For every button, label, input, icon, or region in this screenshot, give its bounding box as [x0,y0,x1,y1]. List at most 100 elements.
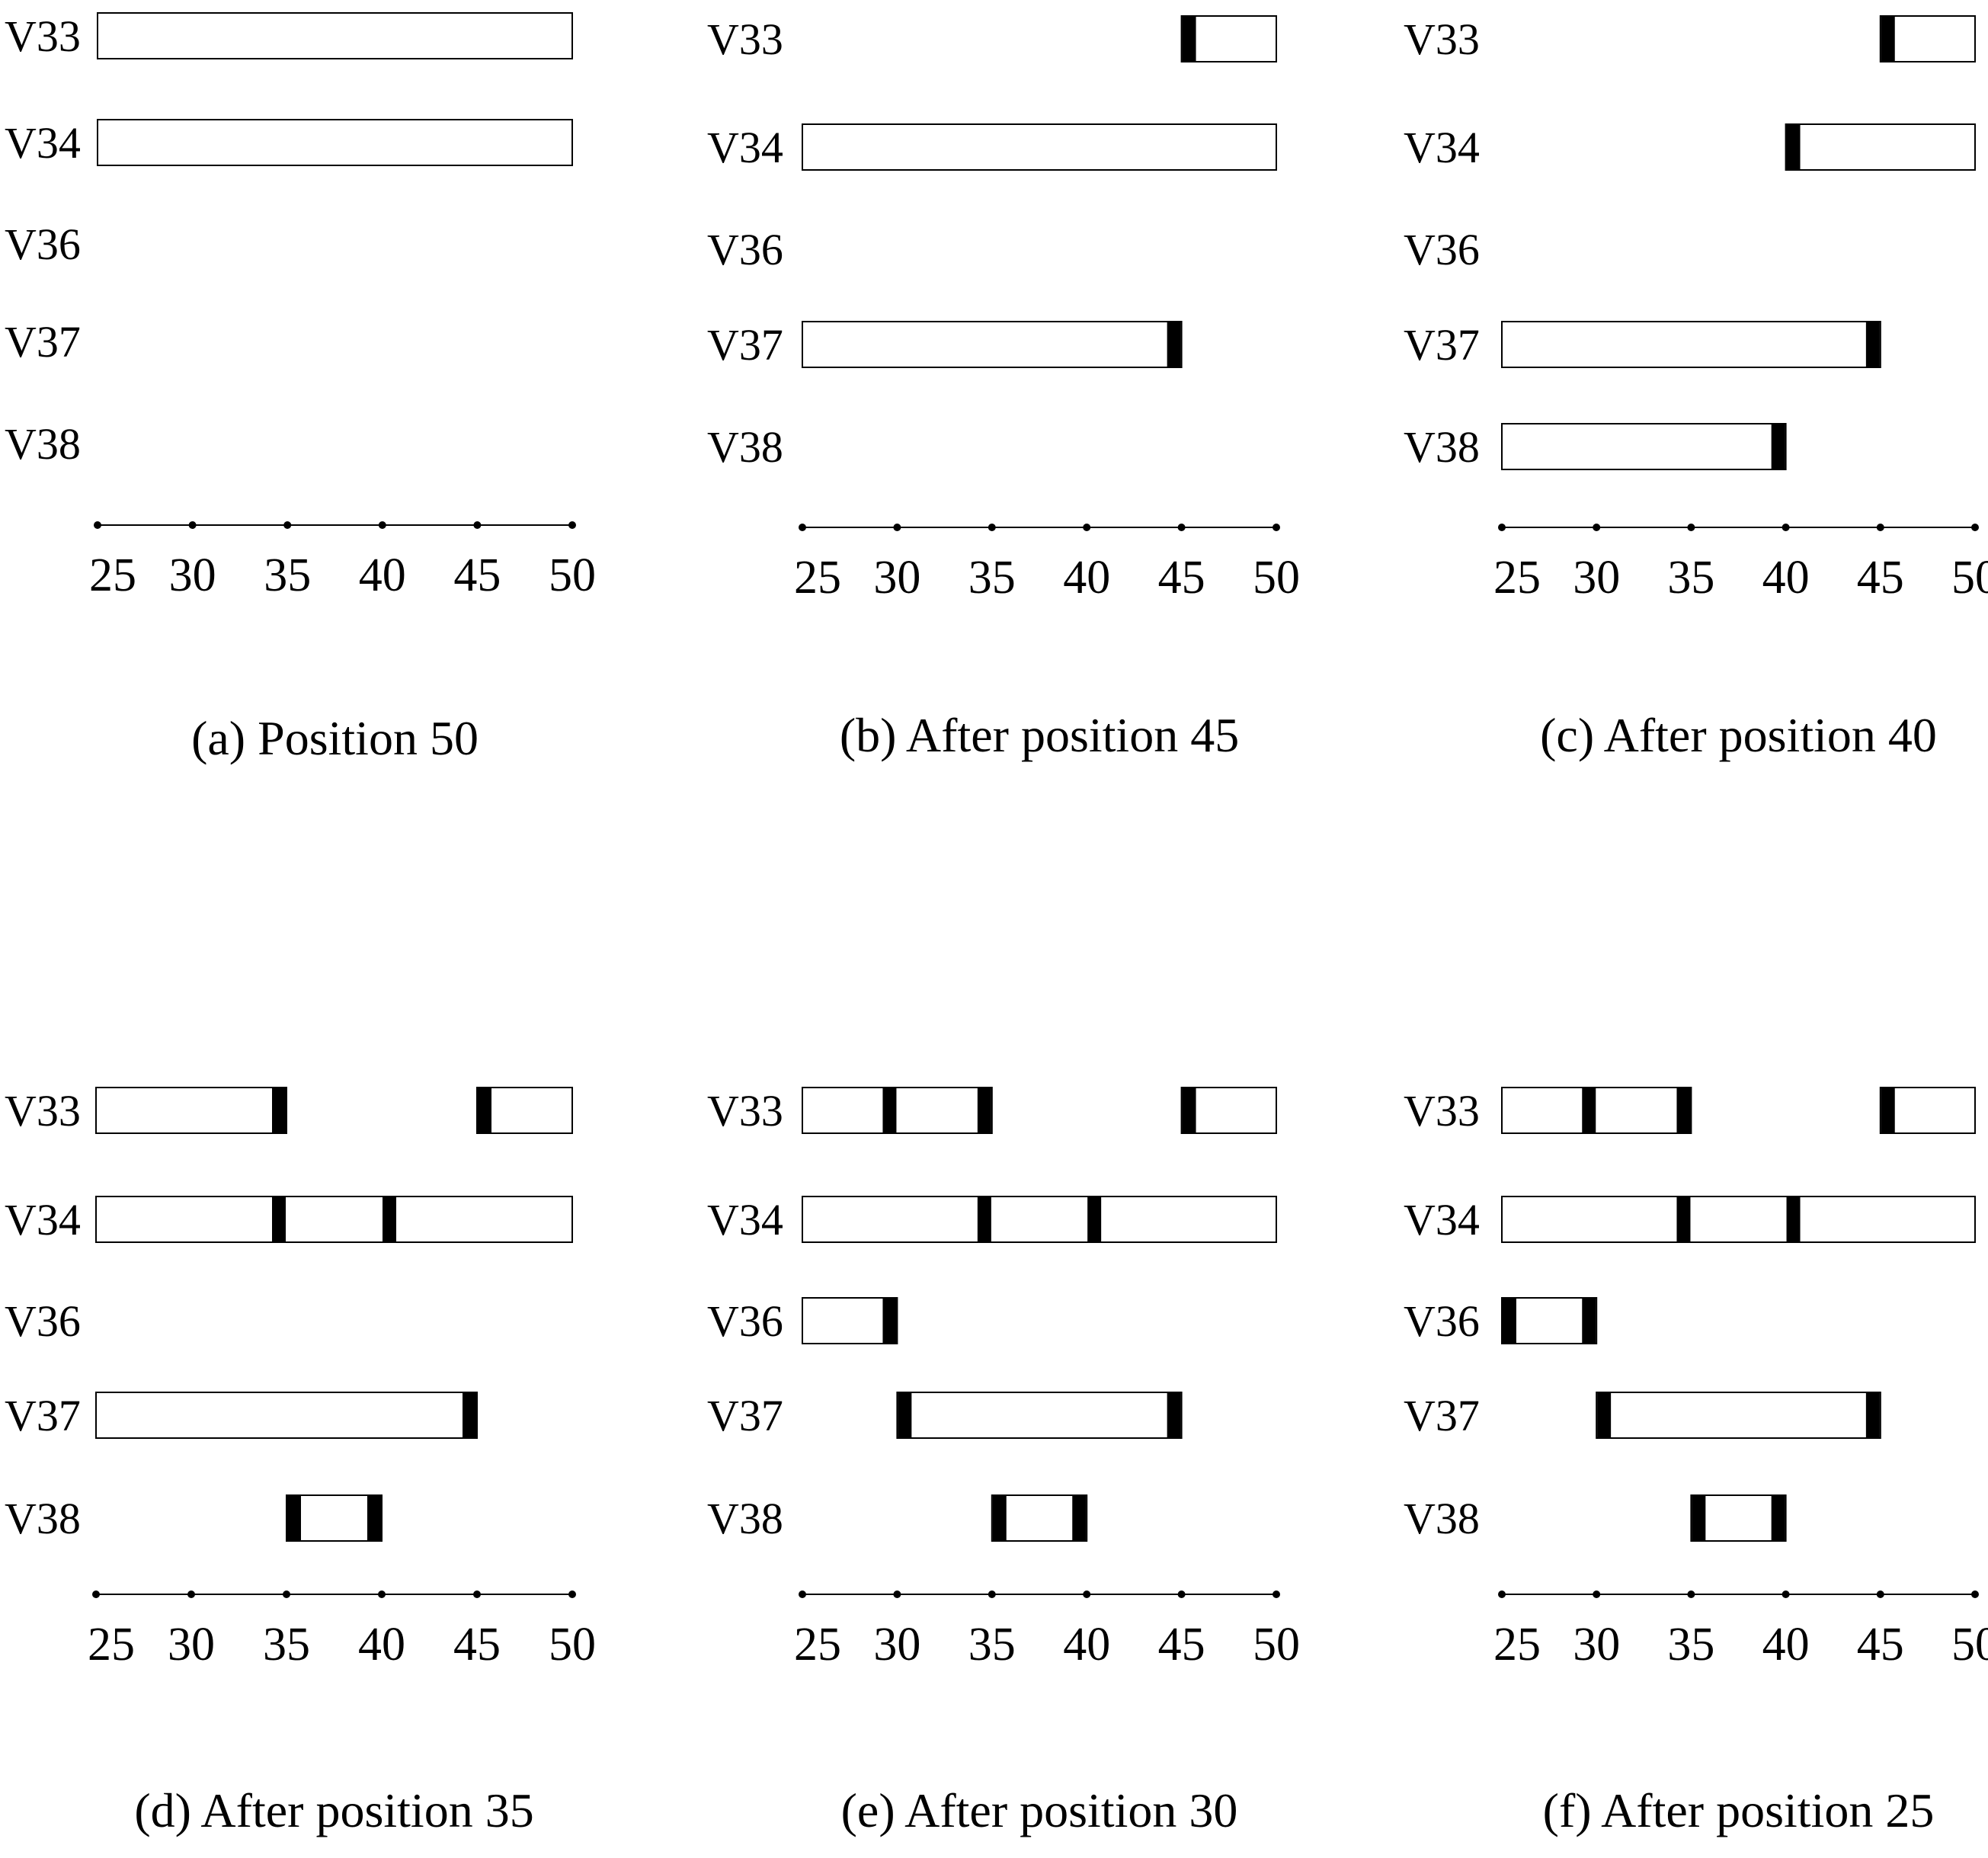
axis-tick-label: 35 [263,1619,310,1671]
interval-bar-v37 [1596,1392,1881,1439]
axis-tick-label: 45 [453,549,501,601]
axis-tick-label: 50 [1253,552,1300,604]
axis-tick-label: 35 [1667,552,1714,604]
row-label-v37: V37 [1404,320,1480,370]
axis-tick-label: 25 [1493,1619,1541,1671]
interval-bar-v38 [1690,1494,1787,1542]
axis-tick-label: 50 [1253,1619,1300,1671]
axis-tick-dot [1593,1591,1601,1598]
axis-tick-dot [187,1591,195,1598]
row-label-v33: V33 [1404,1086,1480,1136]
axis-tick-dot [568,1591,576,1598]
row-label-v37: V37 [707,320,783,370]
interval-bar-v33 [97,12,573,59]
axis-tick-dot [92,1591,100,1598]
row-label-v37: V37 [5,1391,81,1440]
axis-tick-label: 45 [1158,552,1205,604]
breakpoint-mark [1676,1088,1691,1133]
breakpoint-mark [1881,16,1895,62]
axis-tick-label: 40 [1063,1619,1110,1671]
row-label-v33: V33 [5,11,81,61]
row-label-v38: V38 [707,1494,783,1543]
axis-tick-dot [378,1591,386,1598]
axis-tick-dot [1083,524,1091,531]
panel-caption: (e) After position 30 [841,1783,1238,1837]
breakpoint-mark [1676,1196,1691,1242]
interval-bar-v33 [1879,1087,1977,1134]
interval-bar-v36 [1501,1297,1598,1344]
axis-tick-dot [1782,1591,1790,1598]
interval-bar-v34 [1501,1196,1976,1243]
axis-tick-label: 25 [89,549,136,601]
axis-tick-dot [94,521,101,529]
interval-bar-v33 [802,1087,993,1134]
axis-tick-label: 45 [1857,552,1904,604]
axis-tick-label: 25 [794,1619,841,1671]
axis-tick-label: 45 [1857,1619,1904,1671]
interval-bar-v37 [896,1392,1183,1439]
panel-e: V33 V34 V36 V37 V38 25 30 35 40 45 50 (e) After pos… [707,1086,1300,1837]
breakpoint-mark [367,1495,381,1541]
row-label-v34: V34 [5,118,81,168]
axis-tick-dot [893,524,901,531]
axis-tick-label: 50 [549,549,596,601]
panel-f: V33 V34 V36 V37 V38 25 30 35 40 45 50 (f) After pos… [1404,1086,1988,1837]
interval-bar-v34 [97,119,573,166]
axis-tick-dot [1177,524,1186,531]
breakpoint-mark [1771,1495,1785,1541]
panel-caption: (c) After position 40 [1540,708,1937,762]
interval-bar-v37 [1501,321,1881,368]
axis-tick-dot [1593,524,1601,531]
axis-tick-dot [988,1591,996,1598]
interval-bar-v33 [1180,1087,1277,1134]
axis-tick-label: 30 [168,1619,215,1671]
axis-tick-dot [1971,1591,1979,1598]
breakpoint-mark [1182,1088,1196,1133]
axis-tick-dot [799,1591,806,1598]
panel-caption: (d) After position 35 [134,1783,533,1837]
axis-tick-dot [1177,1591,1186,1598]
interval-bar-v38 [991,1494,1088,1542]
axis-tick-label: 50 [549,1619,596,1671]
row-label-v33: V33 [5,1086,81,1136]
interval-bar-v33 [1180,15,1277,62]
breakpoint-mark [1881,1088,1895,1133]
row-label-v34: V34 [5,1195,81,1245]
axis-tick-dot [378,521,386,529]
row-label-v38: V38 [5,419,81,469]
row-label-v36: V36 [5,1296,81,1346]
row-label-v36: V36 [5,219,81,269]
row-label-v38: V38 [1404,422,1480,472]
axis-tick-label: 25 [1493,552,1541,604]
breakpoint-mark [272,1196,286,1242]
axis-tick-dot [1498,524,1506,531]
breakpoint-mark [1502,1298,1516,1344]
breakpoint-mark [1582,1088,1596,1133]
interval-bar-v33 [1501,1087,1692,1134]
interval-bar-v34 [95,1196,573,1243]
row-label-v33: V33 [1404,14,1480,64]
panel-caption: (a) Position 50 [191,711,479,765]
axis-tick-label: 35 [968,552,1016,604]
panel-d: V33 V34 V36 V37 V38 25 30 35 40 45 50 (d) After pos… [5,1086,596,1837]
axis-tick-dot [1083,1591,1091,1598]
axis-tick-dot [188,521,197,529]
axis-tick-label: 40 [1063,552,1110,604]
panel-caption: (b) After position 45 [840,708,1239,762]
breakpoint-mark [1072,1495,1087,1541]
axis-tick-label: 30 [873,1619,920,1671]
axis-tick-label: 30 [1573,552,1620,604]
row-label-v36: V36 [1404,225,1480,274]
breakpoint-mark [478,1088,491,1133]
panel-a: V33 V34 V36 V37 V38 25 30 35 40 45 50 (a) Position … [5,11,596,765]
axis-tick-dot [893,1591,901,1598]
interval-bar-v33 [1879,15,1977,62]
axis-tick-label: 25 [88,1619,135,1671]
interval-bar-v37 [95,1392,478,1439]
breakpoint-mark [272,1088,286,1133]
axis-tick-dot [1876,524,1884,531]
axis-tick-label: 40 [1762,552,1810,604]
interval-bar-v34 [802,1196,1277,1243]
axis-tick-dot [1687,1591,1695,1598]
